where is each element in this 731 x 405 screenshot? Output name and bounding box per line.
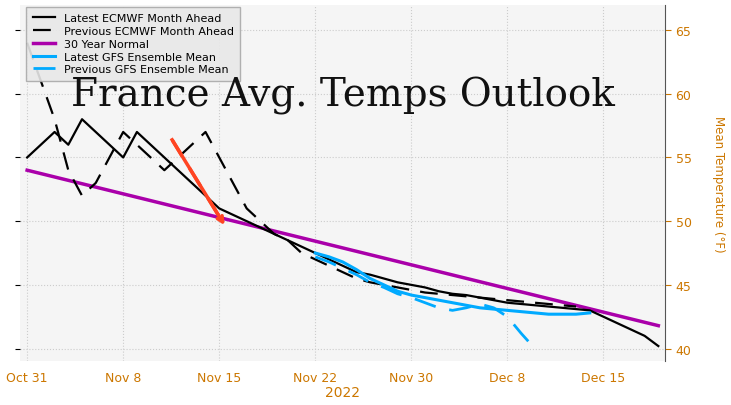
- Y-axis label: Mean Temperature (°F): Mean Temperature (°F): [713, 115, 725, 252]
- Legend: Latest ECMWF Month Ahead, Previous ECMWF Month Ahead, 30 Year Normal, Latest GFS: Latest ECMWF Month Ahead, Previous ECMWF…: [26, 8, 240, 82]
- Text: France Avg. Temps Outlook: France Avg. Temps Outlook: [71, 77, 615, 115]
- X-axis label: 2022: 2022: [325, 386, 360, 399]
